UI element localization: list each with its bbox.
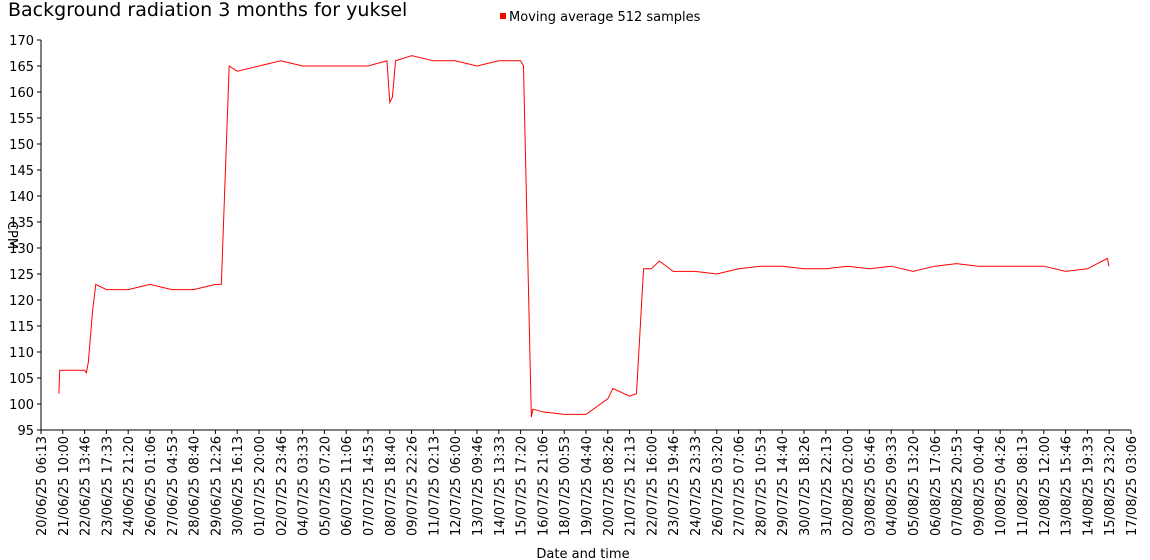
x-tick-label: 24/07/25 23:33 (689, 436, 704, 536)
x-tick-label: 30/06/25 16:13 (231, 436, 246, 536)
x-tick-label: 01/07/25 20:00 (253, 436, 268, 536)
x-tick-label: 15/08/25 23:20 (1103, 436, 1118, 536)
x-tick-label: 23/07/25 19:46 (667, 436, 682, 536)
data-line (58, 55, 1110, 418)
x-tick-label: 18/07/25 00:53 (558, 436, 573, 536)
x-tick-label: 09/07/25 22:26 (406, 436, 421, 536)
y-tick-label: 135 (9, 216, 34, 231)
x-tick-label: 11/08/25 08:13 (1016, 436, 1031, 536)
x-tick-label: 16/07/25 21:06 (536, 436, 551, 536)
x-tick-label: 17/08/25 03:06 (1125, 436, 1140, 536)
x-tick-label: 02/07/25 23:46 (275, 436, 290, 536)
x-tick-label: 02/08/25 02:00 (842, 436, 857, 536)
y-tick-label: 155 (9, 112, 34, 127)
x-tick-label: 26/07/25 03:20 (711, 436, 726, 536)
x-axis-label: Date and time (536, 547, 629, 560)
x-tick-label: 10/08/25 04:26 (994, 436, 1009, 536)
x-tick-label: 12/07/25 06:00 (449, 436, 464, 536)
x-tick-label: 05/07/25 07:20 (318, 436, 333, 536)
x-tick-label: 07/07/25 14:53 (362, 436, 377, 536)
x-tick-label: 23/06/25 17:33 (100, 436, 115, 536)
legend-swatch (500, 13, 506, 19)
x-tick-label: 19/07/25 04:40 (580, 436, 595, 536)
x-tick-label: 29/07/25 14:40 (776, 436, 791, 536)
y-tick-label: 170 (9, 34, 34, 49)
x-tick-label: 27/06/25 04:53 (166, 436, 181, 536)
y-tick-label: 115 (9, 320, 34, 335)
x-tick-label: 28/06/25 08:40 (188, 436, 203, 536)
x-tick-label: 21/06/25 10:00 (57, 436, 72, 536)
x-tick-label: 14/07/25 13:33 (493, 436, 508, 536)
x-tick-label: 06/07/25 11:06 (340, 436, 355, 536)
x-tick-label: 09/08/25 00:40 (972, 436, 987, 536)
y-tick-label: 100 (9, 398, 34, 413)
x-tick-label: 07/08/25 20:53 (951, 436, 966, 536)
x-tick-label: 29/06/25 12:26 (209, 436, 224, 536)
x-tick-label: 22/06/25 13:46 (79, 436, 94, 536)
y-tick-label: 125 (9, 268, 34, 283)
x-tick-label: 11/07/25 02:13 (427, 436, 442, 536)
x-tick-label: 06/08/25 17:06 (929, 436, 944, 536)
y-tick-label: 120 (9, 294, 34, 309)
y-tick-label: 130 (9, 242, 34, 257)
x-tick-label: 28/07/25 10:53 (754, 436, 769, 536)
chart-title: Background radiation 3 months for yuksel (8, 0, 407, 21)
x-tick-label: 21/07/25 12:13 (624, 436, 639, 536)
y-axis-label: CPM (4, 221, 19, 249)
x-tick-label: 03/08/25 05:46 (863, 436, 878, 536)
y-tick-label: 105 (9, 372, 34, 387)
x-tick-label: 31/07/25 22:13 (820, 436, 835, 536)
y-tick-label: 95 (17, 424, 34, 439)
legend-label: Moving average 512 samples (509, 10, 701, 25)
x-tick-label: 12/08/25 12:00 (1038, 436, 1053, 536)
y-tick-label: 165 (9, 60, 34, 75)
y-tick-label: 145 (9, 164, 34, 179)
x-tick-label: 24/06/25 21:20 (122, 436, 137, 536)
y-tick-label: 150 (9, 138, 34, 153)
x-tick-label: 20/07/25 08:26 (602, 436, 617, 536)
x-tick-label: 13/08/25 15:46 (1060, 436, 1075, 536)
x-tick-label: 04/07/25 03:33 (297, 436, 312, 536)
x-tick-label: 04/08/25 09:33 (885, 436, 900, 536)
y-tick-label: 110 (9, 346, 34, 361)
x-tick-label: 26/06/25 01:06 (144, 436, 159, 536)
y-tick-label: 140 (9, 190, 34, 205)
x-tick-label: 13/07/25 09:46 (471, 436, 486, 536)
x-tick-label: 14/08/25 19:33 (1081, 436, 1096, 536)
x-tick-label: 27/07/25 07:06 (733, 436, 748, 536)
x-tick-label: 08/07/25 18:40 (384, 436, 399, 536)
y-tick-label: 160 (9, 86, 34, 101)
x-tick-label: 20/06/25 06:13 (35, 436, 50, 536)
x-tick-label: 15/07/25 17:20 (515, 436, 530, 536)
x-tick-label: 30/07/25 18:26 (798, 436, 813, 536)
x-tick-label: 22/07/25 16:00 (645, 436, 660, 536)
x-tick-label: 05/08/25 13:20 (907, 436, 922, 536)
